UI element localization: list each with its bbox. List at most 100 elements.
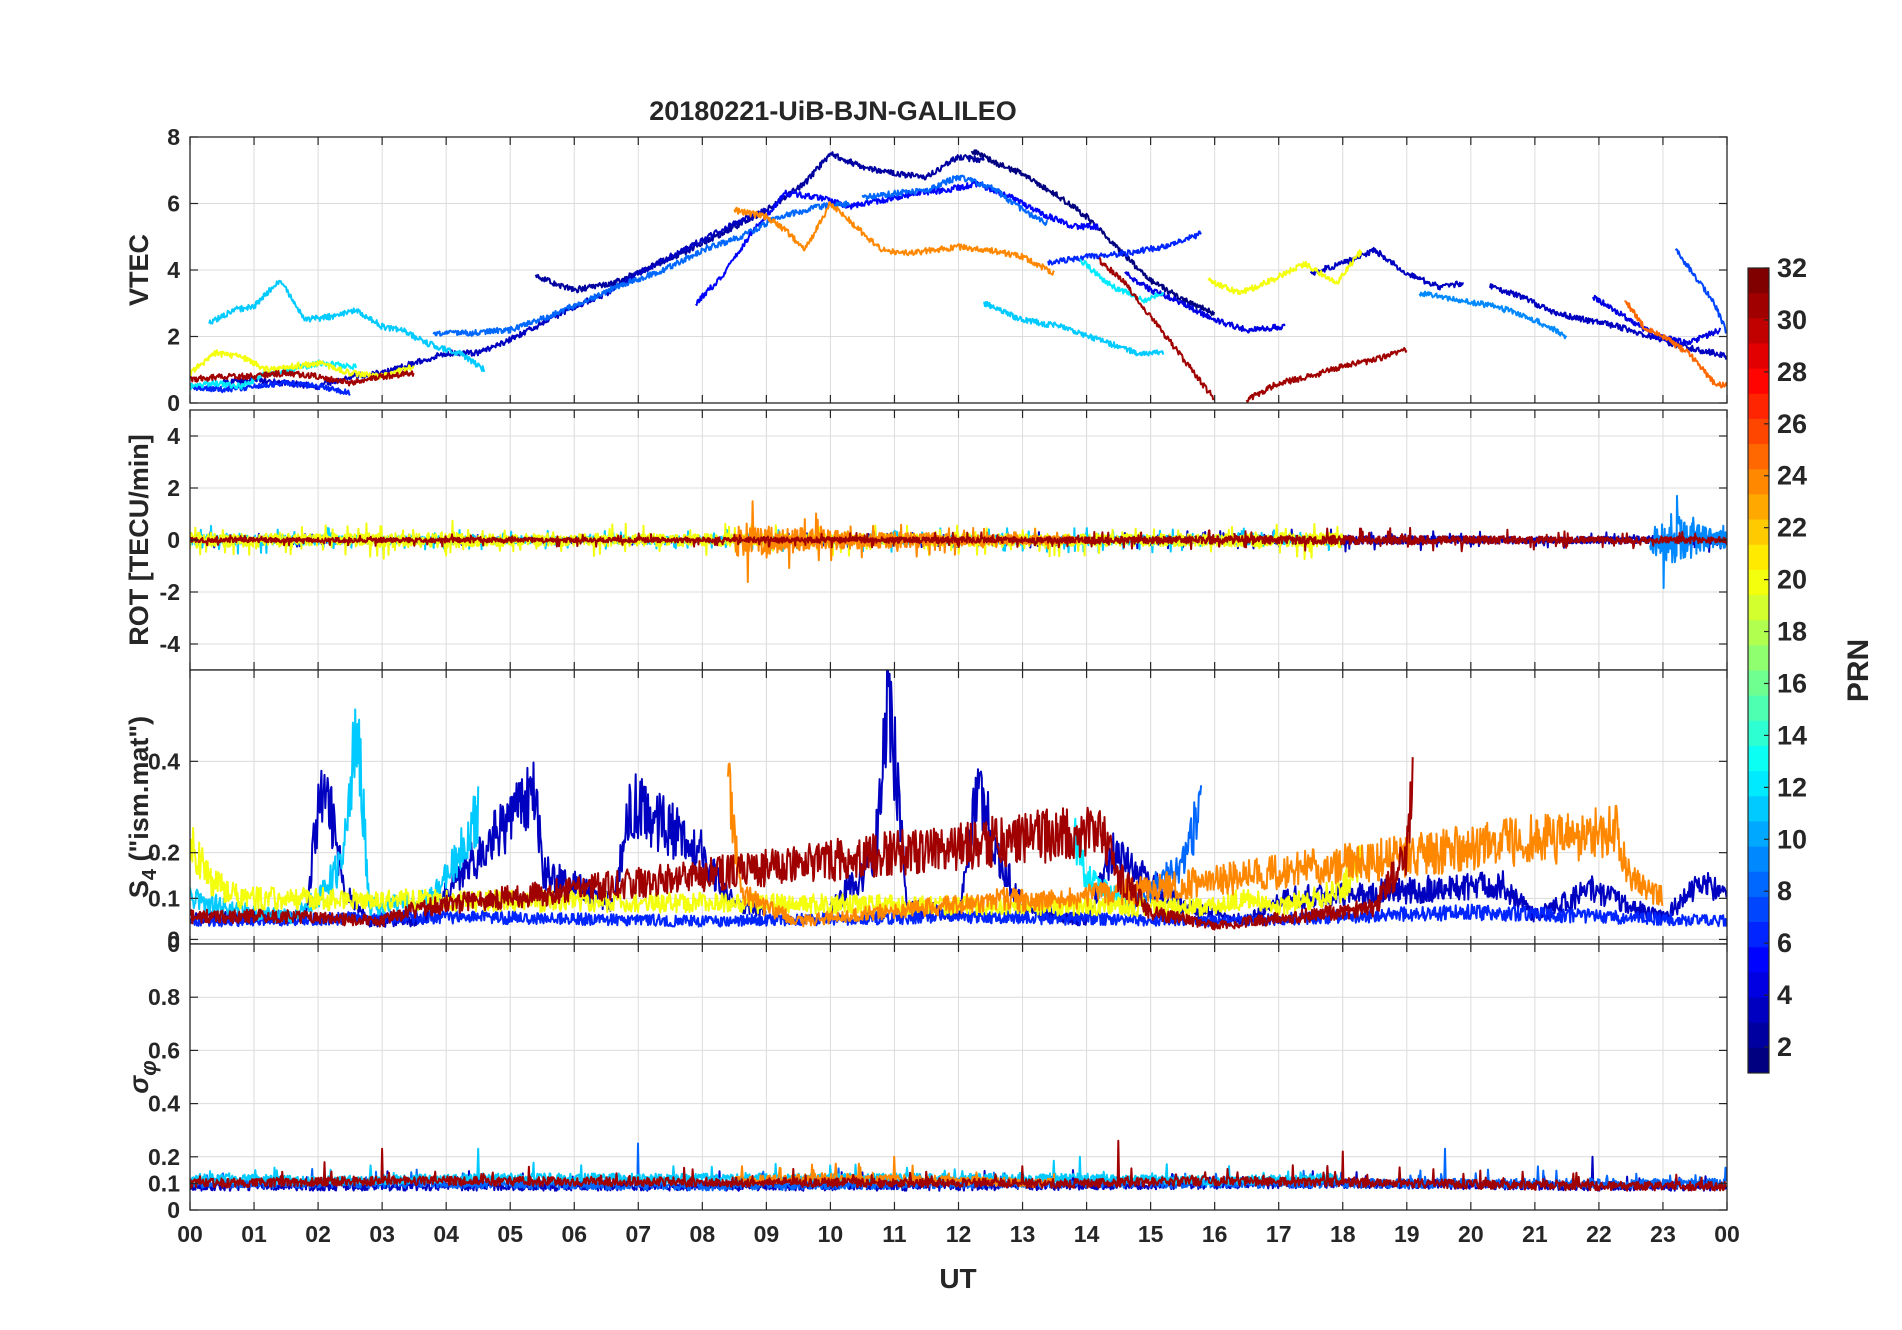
series-line-prn-3 xyxy=(829,670,1727,927)
x-tick-label: 15 xyxy=(1138,1221,1164,1247)
series-line-prn-24 xyxy=(733,201,1055,276)
colorbar-bin xyxy=(1748,418,1769,445)
colorbar-bin xyxy=(1748,947,1769,973)
x-tick-label: 14 xyxy=(1074,1221,1100,1247)
x-tick-label: 18 xyxy=(1330,1221,1356,1247)
colorbar-bin xyxy=(1748,972,1769,999)
colorbar-tick-label: 14 xyxy=(1777,720,1807,750)
colorbar-tick-label: 32 xyxy=(1777,253,1807,283)
colorbar-bin xyxy=(1748,796,1769,822)
series-group xyxy=(190,494,1727,589)
colorbar-bin xyxy=(1748,846,1769,873)
x-axis-label: UT xyxy=(939,1263,976,1294)
colorbar-tick-label: 28 xyxy=(1777,357,1807,387)
series-line-prn-8 xyxy=(861,174,1048,226)
colorbar-bin xyxy=(1748,645,1769,671)
x-tick-label: 23 xyxy=(1650,1221,1676,1247)
series-line-prn-6 xyxy=(190,379,351,396)
x-tick-label: 12 xyxy=(946,1221,972,1247)
colorbar-bin xyxy=(1748,821,1769,848)
series-line-prn-4 xyxy=(1592,294,1722,346)
series-group xyxy=(190,670,1727,931)
colorbar-tick-label: 12 xyxy=(1777,772,1807,802)
x-tick-label: 20 xyxy=(1458,1221,1484,1247)
colorbar-label: PRN xyxy=(1842,639,1875,702)
series-line-prn-6 xyxy=(1047,230,1202,266)
x-tick-label: 03 xyxy=(369,1221,395,1247)
x-tick-label: 21 xyxy=(1522,1221,1548,1247)
series-line-prn-31 xyxy=(1098,256,1215,401)
y-tick-label: 0 xyxy=(167,926,180,952)
colorbar-bin xyxy=(1748,695,1769,722)
x-tick-label: 06 xyxy=(561,1221,587,1247)
y-tick-label: 2 xyxy=(167,324,180,350)
y-tick-label: 0.2 xyxy=(148,1144,180,1170)
colorbar-bin xyxy=(1748,871,1769,898)
series-line-prn-8 xyxy=(1124,785,1203,916)
y-tick-label: 4 xyxy=(167,423,180,449)
series-line-prn-31 xyxy=(190,757,1414,931)
series-line-prn-1 xyxy=(970,149,1216,316)
y-tick-label: 2 xyxy=(167,475,180,501)
y-tick-label: -4 xyxy=(160,631,181,657)
colorbar-tick-label: 8 xyxy=(1777,876,1792,906)
series-line-prn-24 xyxy=(727,762,1664,928)
series-line-prn-24 xyxy=(733,500,1088,583)
colorbar-bin xyxy=(1748,494,1769,521)
x-tick-label: 02 xyxy=(305,1221,331,1247)
panel-sigma_phi: 00.10.2 0.4 0.6 0.8 σφ xyxy=(124,943,1728,1223)
y-tick-label: 0.4 xyxy=(148,748,180,774)
y-tick-label: 6 xyxy=(167,191,180,217)
colorbar-tick-label: 10 xyxy=(1777,824,1807,854)
colorbar-bin xyxy=(1748,519,1769,546)
y-tick-label: 0 xyxy=(167,390,180,416)
series-line-prn-4 xyxy=(1124,271,1286,334)
colorbar-bin xyxy=(1748,997,1769,1024)
colorbar-bin xyxy=(1748,569,1769,596)
x-tick-label: 19 xyxy=(1394,1221,1420,1247)
colorbar-bin xyxy=(1748,745,1769,772)
y-tick-label: 4 xyxy=(167,257,180,283)
series-line-prn-9 xyxy=(1418,290,1568,340)
series-line-prn-11 xyxy=(208,279,486,373)
y-tick-label: 0.1 xyxy=(148,885,180,911)
x-tick-label: 22 xyxy=(1586,1221,1612,1247)
colorbar-bin xyxy=(1748,1022,1769,1049)
colorbar-frame xyxy=(1747,267,1770,1074)
series-line-prn-20 xyxy=(190,349,415,380)
y-tick-label: 0.6 xyxy=(148,1037,180,1063)
colorbar-bin xyxy=(1748,368,1769,395)
series-line-prn-11 xyxy=(190,708,480,925)
series-line-prn-31 xyxy=(190,369,415,387)
x-tick-label: 07 xyxy=(625,1221,651,1247)
colorbar-tick-label: 4 xyxy=(1777,980,1792,1010)
x-tick-label: 08 xyxy=(690,1221,716,1247)
colorbar-bin xyxy=(1748,595,1769,621)
colorbar-tick-label: 30 xyxy=(1777,305,1807,335)
x-tick-label: 04 xyxy=(433,1221,459,1247)
y-tick-label: 0 xyxy=(167,931,180,957)
series-line-prn-12 xyxy=(1079,258,1165,304)
x-tick-label: 00 xyxy=(1714,1221,1740,1247)
colorbar-bin xyxy=(1748,268,1769,294)
series-line-prn-20 xyxy=(1207,249,1363,296)
y-tick-label: 8 xyxy=(167,124,180,150)
colorbar-bin xyxy=(1748,343,1769,370)
y-tick-label: 0 xyxy=(167,1197,180,1223)
colorbar-tick-label: 24 xyxy=(1777,461,1807,491)
series-line-prn-31 xyxy=(1245,347,1408,403)
y-tick-label: 0.1 xyxy=(148,1170,180,1196)
y-tick-label: 0 xyxy=(167,527,180,553)
colorbar-bin xyxy=(1748,544,1769,571)
y-tick-label: 0.8 xyxy=(148,984,180,1010)
colorbar-tick-label: 18 xyxy=(1777,617,1807,647)
series-line-prn-3 xyxy=(1309,246,1464,291)
x-tick-label: 05 xyxy=(497,1221,523,1247)
colorbar-bin xyxy=(1748,469,1769,495)
y-axis-label: ROT [TECU/min] xyxy=(124,434,154,645)
series-line-prn-31 xyxy=(190,526,1727,553)
series-group xyxy=(190,1139,1727,1192)
